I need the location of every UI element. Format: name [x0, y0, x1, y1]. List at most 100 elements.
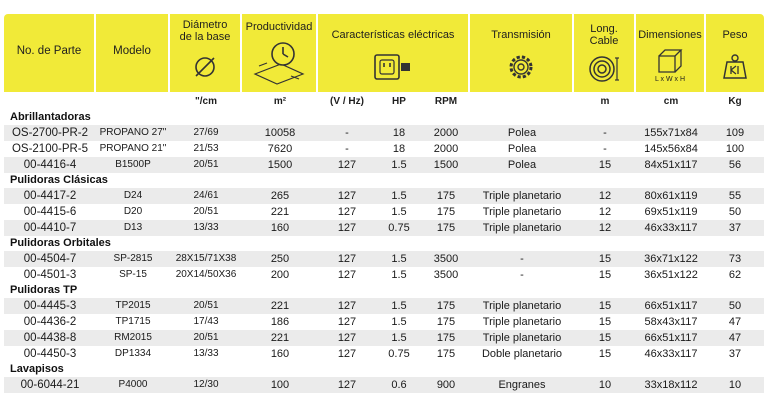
cell-cable: 15: [598, 159, 612, 171]
cell-model: PROPANO 21": [99, 143, 167, 154]
table-body: Abrillantadoras OS-2700-PR-2 PROPANO 27" 27…: [4, 110, 764, 393]
cell-productivity: 10058: [264, 127, 296, 139]
cell-hp: 1.5: [391, 332, 407, 344]
cell-transmission: -: [520, 269, 524, 281]
table-row: 00-6044-21 P4000 12/30 100 127 0.6 900 Engranes…: [4, 377, 764, 393]
cell-transmission: Triple planetario: [482, 222, 562, 234]
cell-weight: 37: [728, 222, 742, 234]
cell-hp: 18: [392, 127, 406, 139]
cell-part: 00-4415-6: [23, 206, 77, 218]
cell-productivity: 186: [270, 316, 290, 328]
cell-part: OS-2700-PR-2: [11, 127, 89, 139]
table-header: No. de Parte Modelo Diámetro de la base …: [4, 14, 764, 92]
table-row: OS-2100-PR-5 PROPANO 21" 21/53 7620 - 18 2000 P…: [4, 141, 764, 157]
cell-transmission: Polea: [507, 159, 537, 171]
cell-weight: 73: [728, 253, 742, 265]
header-part: No. de Parte: [4, 14, 96, 92]
cell-part: OS-2100-PR-5: [11, 143, 89, 155]
header-weight: Peso: [706, 14, 764, 92]
header-transmission-label: Transmisión: [491, 29, 551, 41]
cell-rpm: 175: [436, 222, 456, 234]
cell-weight: 100: [725, 143, 745, 155]
cell-base: 13/33: [193, 222, 219, 233]
unit-cable: m: [600, 96, 610, 107]
unit-productivity: m²: [273, 96, 287, 107]
cell-weight: 109: [725, 127, 745, 139]
section-title: Pulidoras TP: [10, 284, 78, 296]
unit-base: "/cm: [195, 96, 217, 107]
unit-dimensions: cm: [663, 96, 679, 107]
cell-weight: 56: [728, 159, 742, 171]
box-icon: [658, 49, 683, 73]
cell-base: 13/33: [193, 348, 219, 359]
cell-cable: 10: [598, 379, 612, 391]
cell-weight: 47: [728, 316, 742, 328]
table-row: 00-4445-3 TP2015 20/51 221 127 1.5 175 Triple p…: [4, 298, 764, 314]
section-title: Pulidoras Orbitales: [10, 237, 111, 249]
section-title: Pulidoras Clásicas: [10, 174, 108, 186]
cell-voltage: -: [345, 127, 349, 139]
cell-weight: 10: [728, 379, 742, 391]
dims-box-label: L x W x H: [654, 76, 686, 83]
cell-hp: 0.75: [388, 222, 410, 234]
cell-cable: 12: [598, 222, 612, 234]
cell-model: DP1334: [114, 348, 152, 359]
cell-weight: 50: [728, 300, 742, 312]
cell-hp: 1.5: [391, 300, 407, 312]
diameter-icon: [195, 57, 215, 77]
cell-voltage: 127: [337, 269, 357, 281]
cell-part: 00-4410-7: [23, 222, 77, 234]
cell-cable: 12: [598, 206, 612, 218]
table-row: 00-4416-4 B1500P 20/51 1500 127 1.5 1500 Polea 1…: [4, 157, 764, 173]
cell-rpm: 175: [436, 348, 456, 360]
cell-cable: 15: [598, 316, 612, 328]
cell-voltage: 127: [337, 316, 357, 328]
cell-dimensions: 84x51x117: [644, 159, 698, 171]
cell-weight: 37: [728, 348, 742, 360]
cell-model: B1500P: [115, 159, 151, 170]
section-title: Abrillantadoras: [10, 111, 91, 123]
table-row: 00-4501-3 SP-15 20X14/50X36 200 127 1.5 3500 - 1…: [4, 267, 764, 283]
cell-voltage: 127: [337, 379, 357, 391]
cell-dimensions: 80x61x119: [644, 190, 698, 202]
header-model: Modelo: [96, 14, 170, 92]
cell-base: 20/51: [193, 206, 219, 217]
cell-voltage: 127: [337, 190, 357, 202]
cell-dimensions: 46x33x117: [644, 348, 698, 360]
cell-hp: 0.75: [388, 348, 410, 360]
header-transmission: Transmisión: [470, 14, 574, 92]
header-cable: Long. Cable: [574, 14, 636, 92]
power-outlet-icon: [374, 54, 410, 80]
cell-base: 20X14/50X36: [175, 269, 237, 280]
cell-transmission: Triple planetario: [482, 332, 562, 344]
cell-voltage: 127: [337, 348, 357, 360]
cell-part: 00-4416-4: [23, 159, 77, 171]
cell-base: 21/53: [193, 143, 219, 154]
cell-dimensions: 66x51x117: [644, 300, 698, 312]
cell-base: 12/30: [193, 379, 219, 390]
gear-icon: [509, 55, 533, 79]
cell-base: 20/51: [193, 332, 219, 343]
table-row: 00-4450-3 DP1334 13/33 160 127 0.75 175 Doble p…: [4, 346, 764, 362]
cell-transmission: Doble planetario: [481, 348, 563, 360]
cell-base: 17/43: [193, 316, 219, 327]
cell-hp: 0.6: [391, 379, 407, 391]
cell-part: 00-6044-21: [20, 379, 80, 391]
cell-productivity: 7620: [267, 143, 293, 155]
cell-part: 00-4501-3: [23, 269, 77, 281]
cell-hp: 1.5: [391, 253, 407, 265]
header-dimensions: Dimensiones L x W x H: [636, 14, 706, 92]
unit-hp: HP: [392, 96, 406, 107]
cell-productivity: 221: [270, 206, 290, 218]
cell-weight: 47: [728, 332, 742, 344]
header-part-label: No. de Parte: [16, 45, 82, 57]
cell-cable: 15: [598, 348, 612, 360]
spec-table: No. de Parte Modelo Diámetro de la base …: [4, 14, 764, 393]
cell-model: RM2015: [114, 332, 152, 343]
cell-transmission: Triple planetario: [482, 206, 562, 218]
cell-productivity: 160: [270, 222, 290, 234]
cell-voltage: 127: [337, 206, 357, 218]
cell-voltage: 127: [337, 222, 357, 234]
cell-model: P4000: [118, 379, 148, 390]
cell-rpm: 2000: [433, 143, 459, 155]
